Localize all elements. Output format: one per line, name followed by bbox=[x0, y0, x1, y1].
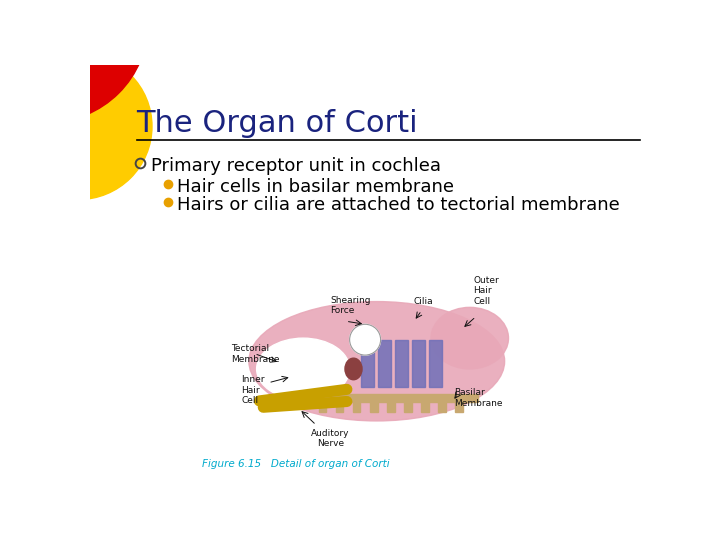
Bar bbox=[421, 402, 428, 412]
Text: The Organ of Corti: The Organ of Corti bbox=[137, 110, 418, 138]
Text: Cilia: Cilia bbox=[413, 297, 433, 306]
Bar bbox=[438, 402, 446, 412]
Bar bbox=[315, 394, 477, 402]
Text: Hairs or cilia are attached to tectorial membrane: Hairs or cilia are attached to tectorial… bbox=[177, 195, 619, 214]
Text: Hair cells in basilar membrane: Hair cells in basilar membrane bbox=[177, 178, 454, 196]
Ellipse shape bbox=[431, 307, 508, 369]
Text: Tectorial
Membrane: Tectorial Membrane bbox=[231, 345, 279, 364]
Text: Auditory
Nerve: Auditory Nerve bbox=[311, 429, 349, 448]
Ellipse shape bbox=[256, 338, 350, 400]
Bar bbox=[413, 340, 425, 387]
Bar bbox=[404, 402, 412, 412]
Bar bbox=[387, 402, 395, 412]
Text: Primary receptor unit in cochlea: Primary receptor unit in cochlea bbox=[151, 157, 441, 175]
Ellipse shape bbox=[249, 301, 505, 421]
Circle shape bbox=[0, 0, 148, 123]
Text: Outer
Hair
Cell: Outer Hair Cell bbox=[474, 276, 500, 306]
Text: Shearing
Force: Shearing Force bbox=[330, 296, 371, 315]
Bar bbox=[395, 340, 408, 387]
Bar bbox=[378, 340, 391, 387]
Bar bbox=[361, 340, 374, 387]
FancyArrowPatch shape bbox=[264, 401, 347, 407]
FancyArrowPatch shape bbox=[259, 389, 347, 401]
Text: Figure 6.15   Detail of organ of Corti: Figure 6.15 Detail of organ of Corti bbox=[202, 459, 390, 469]
Circle shape bbox=[5, 53, 152, 200]
Bar bbox=[353, 402, 361, 412]
Bar bbox=[336, 402, 343, 412]
Ellipse shape bbox=[345, 358, 362, 380]
Text: Basilar
Membrane: Basilar Membrane bbox=[454, 388, 503, 408]
Bar bbox=[370, 402, 377, 412]
Text: Inner
Hair
Cell: Inner Hair Cell bbox=[241, 375, 265, 405]
Bar bbox=[429, 340, 442, 387]
Bar bbox=[455, 402, 463, 412]
Circle shape bbox=[350, 325, 381, 355]
Bar bbox=[319, 402, 326, 412]
